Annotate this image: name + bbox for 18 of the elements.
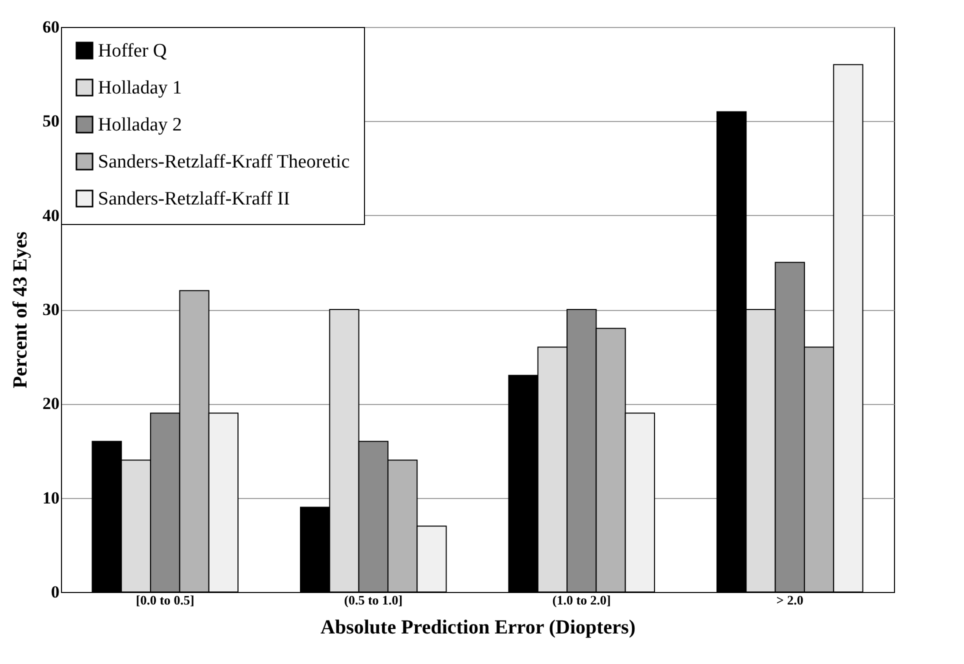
y-tick-label: 50 [42,112,60,131]
y-tick-label: 20 [42,394,60,414]
legend-label: Sanders-Retzlaff-Kraff Theoretic [98,152,350,172]
y-tick-label: 40 [42,206,60,225]
y-tick-label: 30 [42,300,60,319]
x-tick-label: (1.0 to 2.0] [552,592,611,608]
x-tick-label: > 2.0 [776,592,804,608]
y-tick-label: 10 [42,488,60,508]
legend-label: Hoffer Q [98,40,168,62]
x-tick-label: [0.0 to 0.5] [136,592,194,608]
x-tick-label: (0.5 to 1.0] [344,592,403,608]
legend-label: Holladay 2 [98,114,182,136]
legend-label: Holladay 1 [98,78,182,98]
x-axis-title: Absolute Prediction Error (Diopters) [320,616,636,638]
legend-label: Sanders-Retzlaff-Kraff II [98,188,290,210]
y-tick-label: 0 [51,582,60,602]
y-tick-label: 60 [42,18,60,36]
y-axis-title: Percent of 43 Eyes [10,231,32,388]
